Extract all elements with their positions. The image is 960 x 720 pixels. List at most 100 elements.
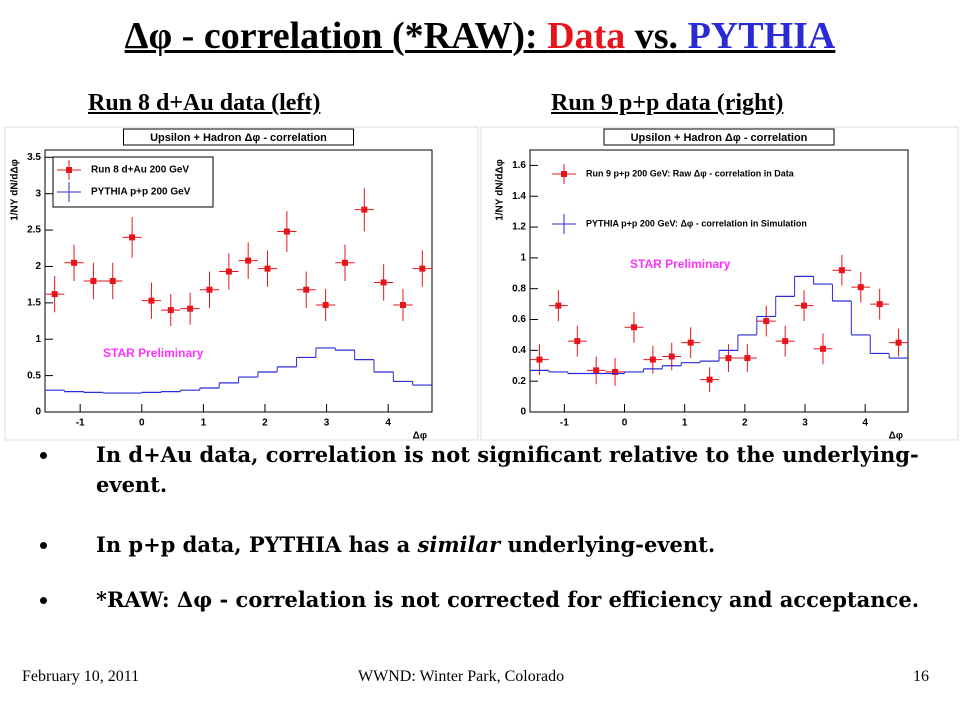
- bullet-text: In p+p data, PYTHIA has a: [96, 532, 418, 557]
- data-point: [187, 305, 194, 312]
- x-tick-label: 0: [139, 418, 145, 429]
- footer-date: February 10, 2011: [22, 668, 140, 685]
- data-point: [876, 301, 883, 308]
- bullet-text: In d+Au data, correlation is not signifi…: [96, 442, 919, 497]
- y-tick-label: 1: [35, 334, 41, 345]
- plot-frame: [44, 149, 433, 413]
- data-point: [612, 368, 619, 375]
- y-tick-label: 1: [520, 253, 526, 264]
- data-point: [838, 267, 845, 274]
- data-point: [303, 286, 310, 293]
- data-point: [341, 259, 348, 266]
- data-point: [668, 353, 675, 360]
- y-tick-label: 0.6: [512, 314, 526, 325]
- legend-box: [548, 157, 878, 247]
- data-point: [763, 318, 770, 325]
- bullet: In d+Au data, correlation is not signifi…: [40, 440, 940, 500]
- plot-frame: [529, 149, 909, 413]
- bullet: In p+p data, PYTHIA has a similar underl…: [40, 530, 940, 560]
- legend-marker: [561, 171, 567, 177]
- data-point: [90, 278, 97, 284]
- data-point: [536, 356, 543, 363]
- legend-label: PYTHIA p+p 200 GeV: [91, 187, 191, 198]
- y-tick-label: 0: [35, 407, 41, 418]
- charts: Upsilon + Hadron Δφ - correlation 0 0.5 1 1.…: [4, 126, 959, 442]
- x-tick-label: 2: [262, 418, 268, 429]
- data-point: [574, 338, 581, 345]
- y-tick-label: 0.4: [512, 345, 526, 356]
- data-point: [744, 355, 751, 362]
- data-point: [51, 291, 58, 298]
- x-tick-label: 0: [622, 418, 628, 429]
- y-tick-label: 3.5: [27, 152, 41, 163]
- y-tick-label: 1.4: [512, 191, 526, 202]
- data-point: [206, 286, 213, 293]
- subtitle: Run 9 p+p data (right): [551, 90, 784, 116]
- data-point: [225, 268, 232, 275]
- data-point: [419, 265, 426, 272]
- data-point: [380, 279, 387, 286]
- y-tick-label: 2: [35, 261, 41, 272]
- bullet: *RAW: Δφ - correlation is not corrected …: [40, 585, 940, 615]
- y-tick-label: 1.5: [27, 297, 41, 308]
- legend-marker: [66, 167, 72, 173]
- data-point: [819, 345, 826, 352]
- x-tick-label: 1: [201, 418, 207, 429]
- data-point: [361, 206, 368, 213]
- x-tick-label: -1: [560, 418, 569, 429]
- y-tick-label: 1.6: [512, 160, 526, 171]
- x-tick-label: -1: [76, 418, 85, 429]
- title-pythia: PYTHIA: [687, 15, 836, 57]
- data-point: [283, 228, 290, 235]
- title-prefix: Δφ - correlation (*RAW):: [124, 15, 548, 57]
- data-point: [801, 302, 808, 309]
- x-tick-label: 1: [682, 418, 688, 429]
- x-tick-label: 4: [385, 418, 391, 429]
- chart-title: Upsilon + Hadron Δφ - correlation: [631, 132, 808, 144]
- bullet-text: similar: [417, 532, 501, 557]
- data-point: [129, 234, 136, 241]
- y-axis-label: 1/NΥ dN/dΔφ: [495, 159, 506, 221]
- title-data: Data: [547, 15, 626, 57]
- bullet-text: *RAW: Δφ - correlation is not corrected …: [96, 587, 919, 612]
- data-point: [687, 339, 694, 346]
- data-point: [322, 302, 329, 309]
- chart-title: Upsilon + Hadron Δφ - correlation: [150, 132, 327, 144]
- x-axis-label: Δφ: [889, 431, 903, 442]
- x-tick-label: 4: [862, 418, 868, 429]
- annotation: STAR Preliminary: [630, 257, 731, 271]
- title-middle: vs.: [625, 15, 688, 57]
- footer-venue: WWND: Winter Park, Colorado: [358, 668, 565, 685]
- y-tick-label: 0.5: [27, 370, 41, 381]
- x-tick-label: 2: [742, 418, 748, 429]
- legend-box: [52, 156, 214, 208]
- data-point: [725, 355, 732, 362]
- data-point: [895, 339, 902, 346]
- data-point: [109, 278, 116, 284]
- data-point: [71, 259, 78, 266]
- y-tick-label: 0.8: [512, 283, 526, 294]
- data-point: [630, 324, 637, 331]
- data-point: [555, 302, 562, 309]
- legend-label: Run 8 d+Au 200 GeV: [91, 165, 189, 176]
- subtitle: Run 8 d+Au data (left): [88, 90, 321, 116]
- x-tick-label: 3: [324, 418, 330, 429]
- y-tick-label: 0: [520, 407, 526, 418]
- data-point: [264, 265, 271, 272]
- data-point: [857, 284, 864, 291]
- x-axis-label: Δφ: [413, 431, 427, 442]
- data-point: [399, 302, 406, 309]
- title-box: [123, 128, 354, 146]
- bullet-text: underlying-event.: [500, 532, 716, 557]
- y-tick-label: 2.5: [27, 225, 41, 236]
- legend-label: Run 9 p+p 200 GeV: Raw Δφ - correlation …: [586, 168, 795, 178]
- x-tick-label: 3: [802, 418, 808, 429]
- legend-label: PYTHIA p+p 200 GeV: Δφ - correlation in …: [586, 218, 807, 228]
- data-point: [245, 257, 252, 264]
- data-point: [593, 367, 600, 374]
- annotation: STAR Preliminary: [103, 346, 204, 360]
- footer-page: 16: [913, 668, 929, 685]
- data-point: [167, 307, 174, 314]
- data-point: [649, 356, 656, 363]
- y-tick-label: 0.2: [512, 376, 526, 387]
